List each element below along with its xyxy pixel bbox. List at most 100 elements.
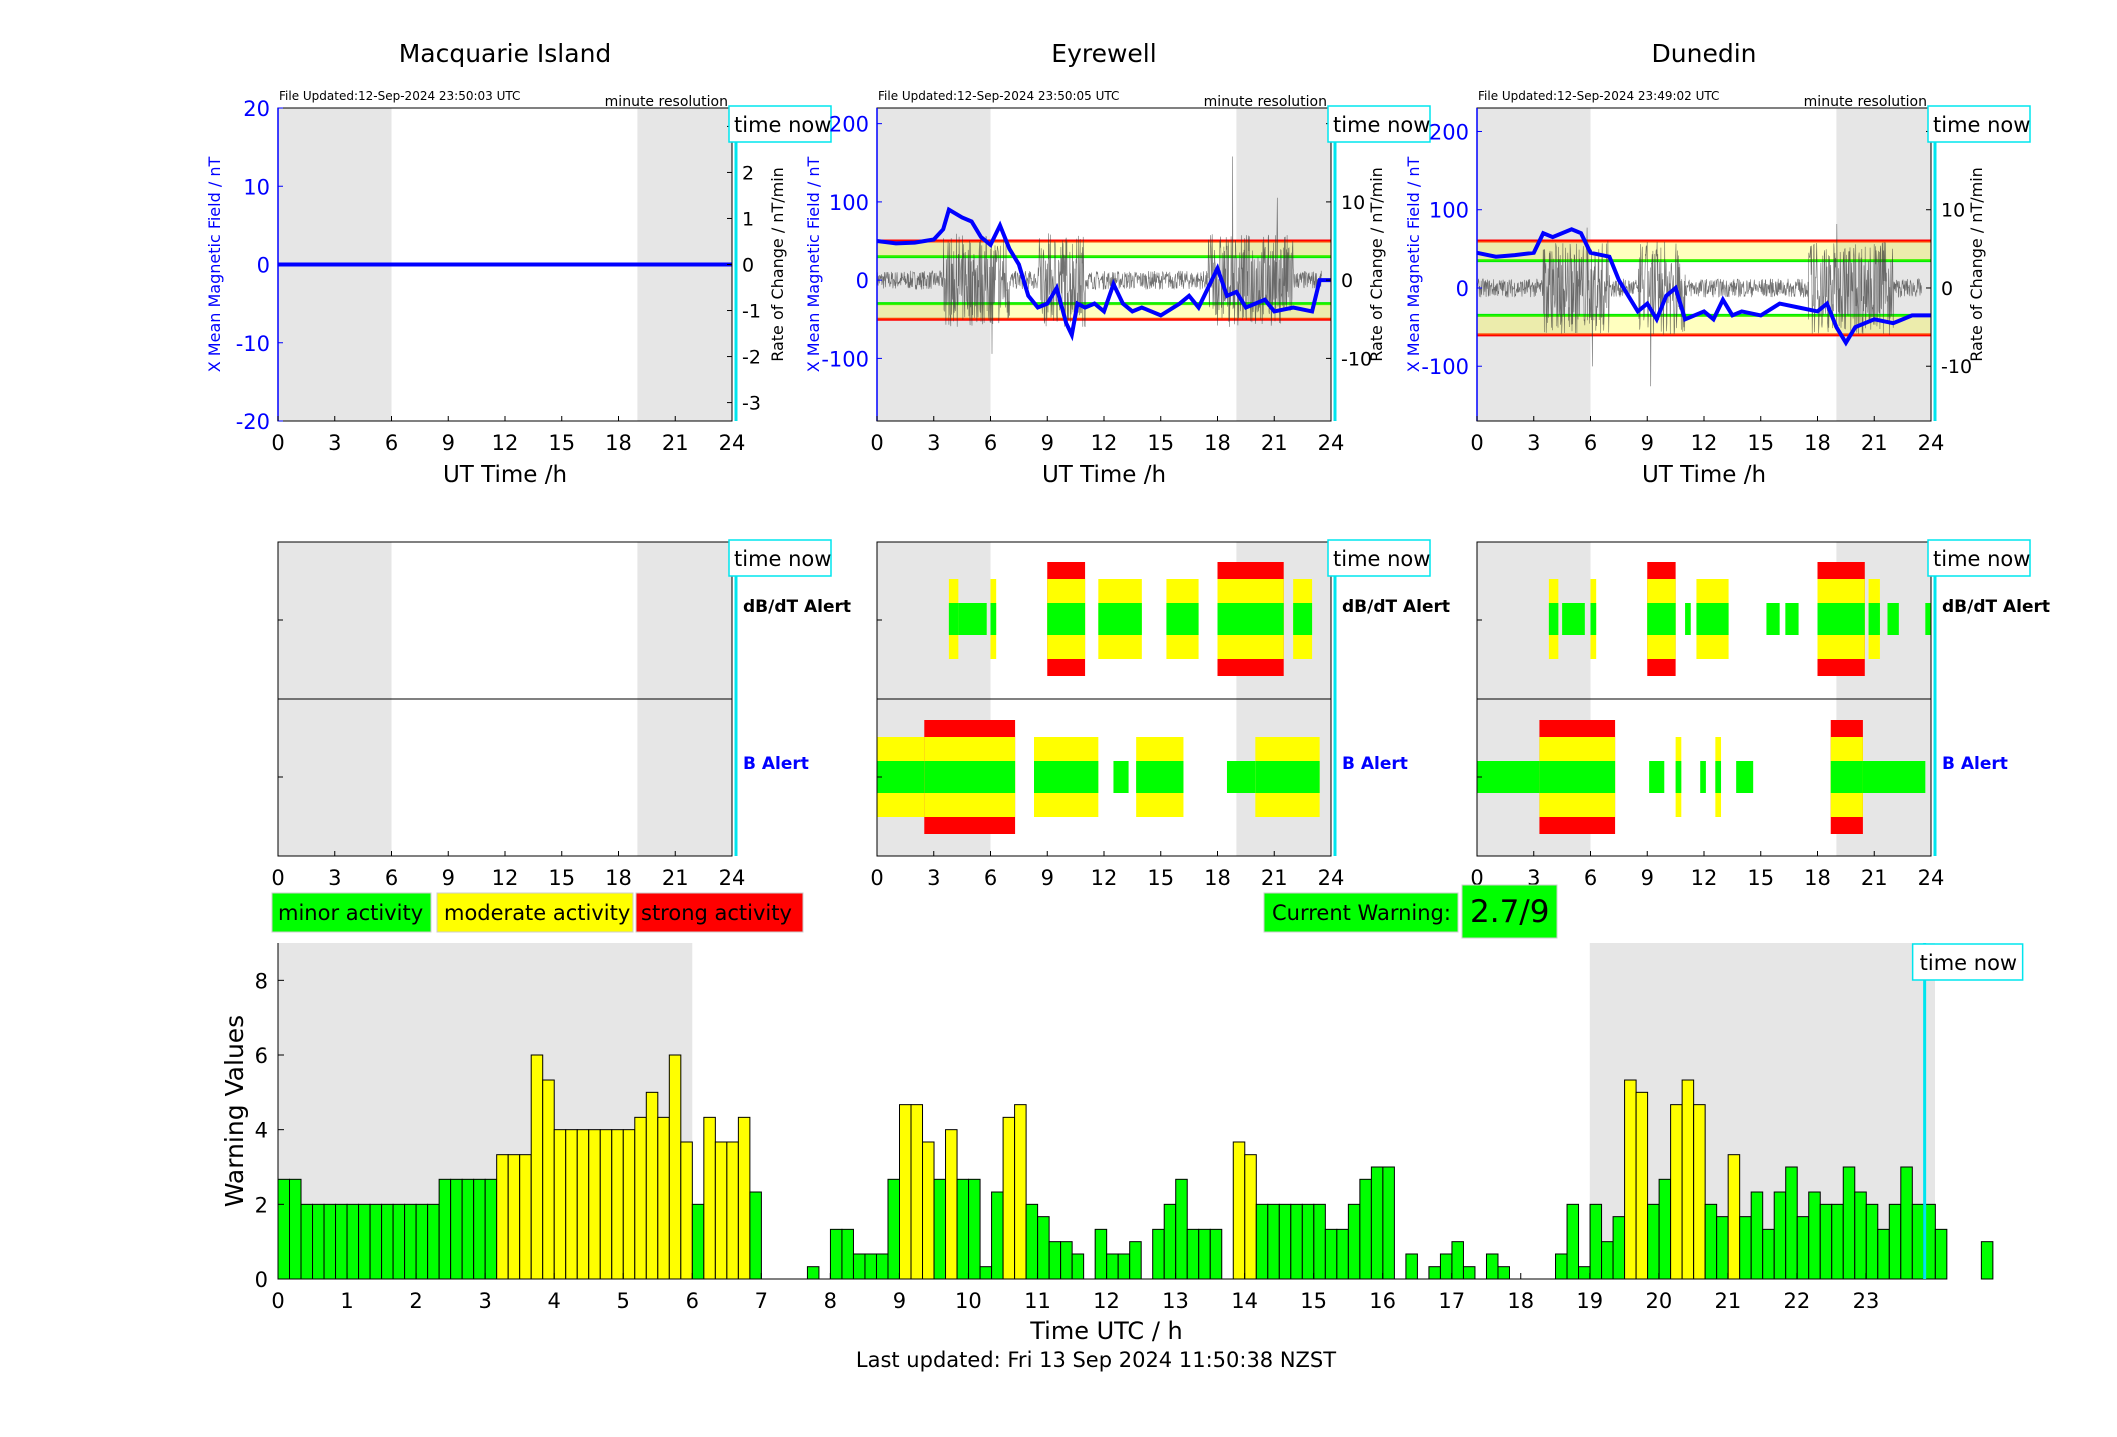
- b-alert-bar-minor: [1649, 761, 1665, 793]
- warning-bar: [979, 1266, 993, 1280]
- x-tick-label: 12: [1691, 431, 1718, 455]
- station-title: Dunedin: [1652, 39, 1757, 68]
- warning-bar: [991, 1191, 1004, 1280]
- warning-bar: [714, 1141, 728, 1280]
- b-alert-bar-minor: [1034, 761, 1099, 793]
- legend-moderate-swatch: [436, 892, 634, 933]
- warning-bar: [1865, 1203, 1879, 1280]
- legend-moderate-label: moderate activity: [444, 901, 630, 925]
- warning-bar: [599, 1129, 613, 1280]
- warning-bar: [1578, 1266, 1591, 1280]
- legend-minor-label: minor activity: [278, 901, 423, 925]
- time-now-label: time now: [734, 547, 831, 571]
- x-tick-label: 24: [1318, 866, 1345, 890]
- x-tick-label: 24: [719, 431, 746, 455]
- warning-bar: [1854, 1191, 1867, 1280]
- warning-bar: [1911, 1203, 1925, 1280]
- warning-bar: [473, 1178, 486, 1280]
- activity-legend: minor activity moderate activity strong …: [271, 892, 804, 933]
- warning-bar: [392, 1203, 406, 1280]
- dbdt-alert-bar-minor: [1590, 603, 1597, 635]
- x-tick-label: 6: [686, 1289, 699, 1313]
- warning-bar: [968, 1178, 981, 1280]
- b-alert-bar-minor: [1830, 761, 1863, 793]
- x-tick-label: 9: [442, 866, 455, 890]
- dbdt-alert-label: dB/dT Alert: [743, 597, 851, 617]
- warning-bar: [1428, 1266, 1441, 1280]
- y-tick-label: 8: [255, 969, 268, 993]
- y-tick-label: 100: [829, 191, 869, 215]
- warning-bar: [634, 1116, 647, 1280]
- warning-bar: [1198, 1228, 1211, 1280]
- b-alert-bar-minor: [1715, 761, 1722, 793]
- x-tick-label: 6: [385, 866, 398, 890]
- x-tick-label: 11: [1024, 1289, 1051, 1313]
- warning-bar: [1451, 1241, 1464, 1280]
- warning-bar: [1025, 1203, 1039, 1280]
- warning-bar: [1842, 1166, 1856, 1280]
- x-tick-label: 3: [328, 866, 341, 890]
- x-tick-label: 24: [719, 866, 746, 890]
- x-tick-label: 22: [1784, 1289, 1811, 1313]
- y-right-tick-label: -2: [742, 347, 761, 369]
- time-now-label: time now: [1933, 547, 2030, 571]
- warning-bar: [381, 1203, 394, 1280]
- night-shade: [1477, 108, 1591, 421]
- warning-bar: [841, 1228, 854, 1280]
- x-tick-label: 15: [548, 866, 575, 890]
- x-tick-label: 15: [1147, 431, 1174, 455]
- warning-bar: [404, 1203, 417, 1280]
- x-tick-label: 6: [1584, 431, 1597, 455]
- warning-bar: [1762, 1228, 1775, 1280]
- warning-bar: [737, 1116, 751, 1280]
- warning-bar: [1497, 1266, 1510, 1280]
- warning-bar: [1405, 1253, 1418, 1280]
- warning-bar: [1267, 1203, 1280, 1280]
- moderate-band: [1477, 315, 1931, 335]
- x-tick-label: 15: [1300, 1289, 1327, 1313]
- warning-bar: [703, 1116, 716, 1280]
- warning-bar: [1831, 1203, 1844, 1280]
- warning-bar: [1209, 1228, 1223, 1280]
- b-alert-bar-minor: [1477, 761, 1540, 793]
- warning-bar: [691, 1203, 705, 1280]
- y-right-tick-label: -10: [1341, 348, 1372, 370]
- x-tick-label: 3: [927, 431, 940, 455]
- y-right-axis-label: Rate of Change / nT/min: [1367, 167, 1386, 362]
- warning-bar: [611, 1129, 624, 1280]
- x-tick-label: 19: [1576, 1289, 1603, 1313]
- warning-bar: [1359, 1178, 1372, 1280]
- x-tick-label: 21: [1715, 1289, 1742, 1313]
- y-right-axis-label: Rate of Change / nT/min: [1967, 167, 1986, 362]
- x-tick-label: 3: [478, 1289, 491, 1313]
- x-tick-label: 9: [1041, 866, 1054, 890]
- warning-bar: [829, 1228, 843, 1280]
- warning-bar: [1980, 1241, 1994, 1280]
- warning-bar: [1819, 1203, 1833, 1280]
- dbdt-alert-bar-minor: [1817, 603, 1865, 635]
- warning-bar: [806, 1266, 820, 1280]
- x-tick-label: 15: [1747, 431, 1774, 455]
- y-tick-label: -100: [1421, 355, 1469, 379]
- y-tick-label: 0: [1456, 277, 1469, 301]
- x-tick-label: 21: [1261, 866, 1288, 890]
- warning-bar: [1796, 1216, 1810, 1280]
- x-tick-label: 14: [1231, 1289, 1258, 1313]
- time-now-label: time now: [1333, 547, 1430, 571]
- warning-bar: [1117, 1253, 1131, 1280]
- x-tick-label: 12: [1091, 431, 1118, 455]
- b-alert-bar-minor: [1136, 761, 1184, 793]
- resolution-label: minute resolution: [1804, 94, 1927, 110]
- x-tick-label: 18: [605, 431, 632, 455]
- warning-bar: [1716, 1216, 1729, 1280]
- dbdt-alert-bar-minor: [958, 603, 987, 635]
- warning-bar: [1071, 1253, 1085, 1280]
- warning-bar: [1232, 1141, 1246, 1280]
- warning-bar: [1313, 1203, 1326, 1280]
- y-right-tick-label: 10: [1341, 192, 1365, 214]
- station-panel-2: Dunedin File Updated:12-Sep-2024 23:49:02…: [1404, 39, 2050, 890]
- mean-field-line: [876, 206, 1331, 342]
- warning-bar: [726, 1141, 739, 1280]
- y-tick-label: 10: [243, 175, 270, 199]
